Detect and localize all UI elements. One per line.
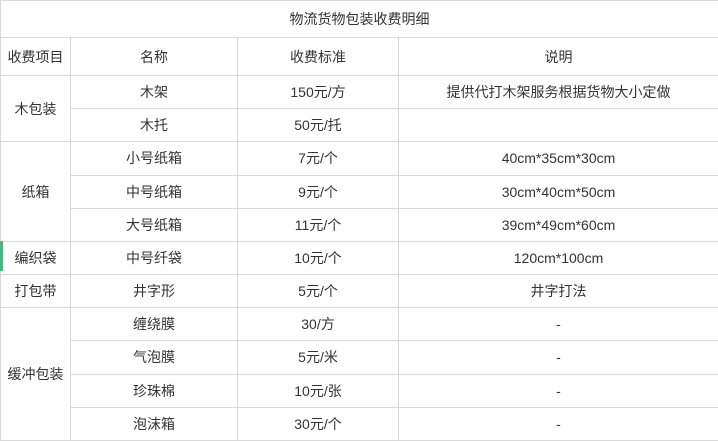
category-cell: 打包带 [0, 274, 71, 309]
note-cell: - [398, 307, 718, 342]
note-cell: - [398, 373, 718, 408]
name-cell: 中号纤袋 [70, 240, 238, 276]
price-cell: 7元/个 [237, 141, 399, 176]
price-cell: 30元/个 [237, 406, 399, 441]
table-row: 气泡膜 5元/米 - [1, 340, 718, 375]
price-cell: 9元/个 [237, 174, 399, 209]
name-cell: 气泡膜 [70, 340, 238, 375]
header-price: 收费标准 [237, 37, 399, 76]
table-row: 编织袋 中号纤袋 10元/个 120cm*100cm [0, 240, 718, 276]
category-cell: 纸箱 [0, 141, 71, 242]
name-cell: 泡沫箱 [70, 406, 238, 441]
note-cell: - [398, 406, 718, 441]
table-row: 缓冲包装 缠绕膜 30/方 - [0, 307, 718, 441]
name-cell: 小号纸箱 [70, 141, 238, 176]
price-cell: 11元/个 [237, 207, 399, 242]
price-cell: 50元/托 [237, 108, 399, 143]
price-cell: 5元/个 [237, 274, 399, 309]
note-cell: 120cm*100cm [398, 240, 718, 276]
header-row: 收费项目 名称 收费标准 说明 [0, 37, 718, 76]
table-row: 大号纸箱 11元/个 39cm*49cm*60cm [1, 207, 718, 242]
category-cell: 编织袋 [0, 240, 71, 276]
table-row: 纸箱 小号纸箱 7元/个 40cm*35cm*30cm [0, 141, 718, 242]
name-cell: 珍珠棉 [70, 373, 238, 408]
price-cell: 10元/个 [237, 240, 399, 276]
table-row: 木托 50元/托 [1, 108, 718, 143]
table-row: 泡沫箱 30元/个 - [1, 406, 718, 441]
note-cell: 30cm*40cm*50cm [398, 174, 718, 209]
name-cell: 井字形 [70, 274, 238, 309]
table-title: 物流货物包装收费明细 [0, 0, 718, 38]
title-row: 物流货物包装收费明细 [0, 0, 718, 38]
note-cell: 井字打法 [398, 274, 718, 309]
note-cell: 40cm*35cm*30cm [398, 141, 718, 176]
header-category: 收费项目 [0, 37, 71, 76]
header-name: 名称 [70, 37, 238, 76]
table-row: 木包装 木架 150元/方 提供代打木架服务根据货物大小定做 [0, 74, 718, 143]
name-cell: 木架 [70, 74, 238, 110]
price-cell: 150元/方 [237, 74, 399, 110]
price-cell: 5元/米 [237, 340, 399, 375]
name-cell: 大号纸箱 [70, 207, 238, 242]
name-cell: 木托 [70, 108, 238, 143]
note-cell [398, 108, 718, 143]
active-row-marker [0, 241, 3, 271]
table-row: 打包带 井字形 5元/个 井字打法 [0, 274, 718, 309]
table-row: 珍珠棉 10元/张 - [1, 373, 718, 408]
note-cell: 提供代打木架服务根据货物大小定做 [398, 74, 718, 110]
header-note: 说明 [398, 37, 718, 76]
note-cell: 39cm*49cm*60cm [398, 207, 718, 242]
category-cell: 木包装 [0, 74, 71, 143]
category-cell: 缓冲包装 [0, 307, 71, 441]
price-cell: 10元/张 [237, 373, 399, 408]
note-cell: - [398, 340, 718, 375]
name-cell: 中号纸箱 [70, 174, 238, 209]
price-cell: 30/方 [237, 307, 399, 342]
name-cell: 缠绕膜 [70, 307, 238, 342]
table-row: 中号纸箱 9元/个 30cm*40cm*50cm [1, 174, 718, 209]
